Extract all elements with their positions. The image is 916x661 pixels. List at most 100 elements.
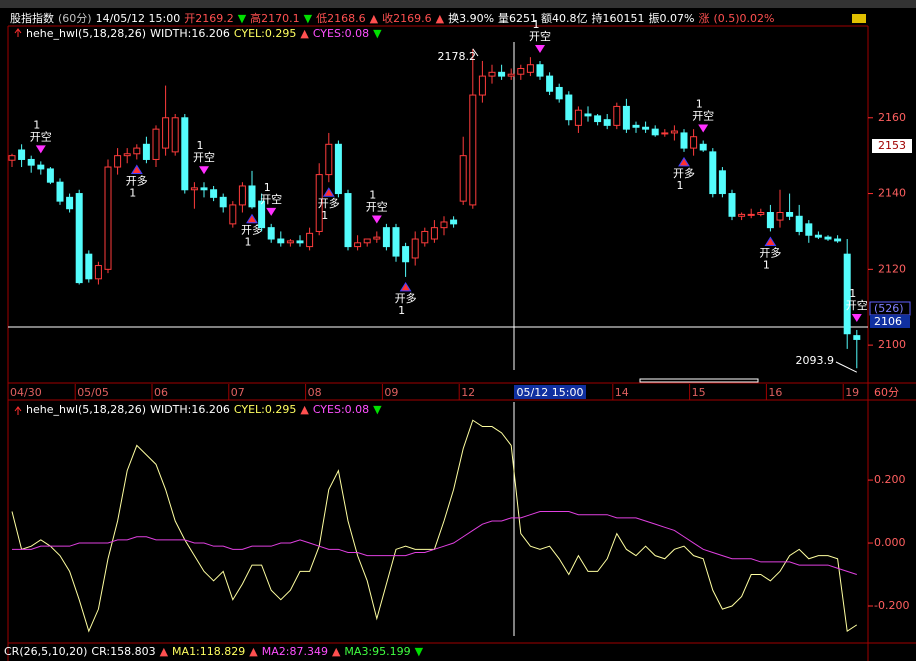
sell-arrow bbox=[199, 166, 209, 175]
candle-body bbox=[574, 109, 582, 126]
candle-body bbox=[824, 236, 832, 240]
y-tick-label: -0.200 bbox=[874, 599, 909, 612]
last-price: 2153 bbox=[878, 139, 906, 152]
header-item: ▼ bbox=[303, 12, 313, 25]
buy-arrow bbox=[246, 213, 258, 224]
signal-qty: 1 bbox=[696, 98, 703, 111]
candle-body bbox=[546, 75, 554, 92]
signal-qty: 1 bbox=[264, 181, 271, 194]
footer-item: ▲ bbox=[249, 645, 258, 658]
candle-body bbox=[853, 335, 861, 340]
header-item: ▲ bbox=[435, 12, 445, 25]
candle-body bbox=[565, 94, 573, 121]
candle-body bbox=[238, 185, 246, 206]
period-label: 60分 bbox=[874, 386, 899, 399]
candle-body bbox=[632, 124, 640, 128]
candle-body bbox=[325, 143, 333, 176]
candle-body bbox=[402, 246, 410, 263]
signal-label: 开空 bbox=[846, 298, 868, 312]
high-label: 2178.2 bbox=[438, 50, 477, 63]
candle-body bbox=[603, 119, 611, 126]
candle-body bbox=[440, 221, 448, 229]
candle-body bbox=[651, 128, 659, 136]
sub-legend: hehe_hwl(5,18,28,26) WIDTH:16.206 CYEL:0.2… bbox=[26, 403, 382, 417]
footer-item: CR(26,5,10,20) bbox=[4, 645, 88, 658]
header-item: (60分) bbox=[58, 12, 92, 25]
legend-item: ▲ bbox=[300, 27, 309, 40]
y-tick-label: 2140 bbox=[878, 187, 906, 200]
candle-body bbox=[690, 136, 698, 149]
x-tick-label: 12 bbox=[461, 386, 475, 399]
legend-item: ▼ bbox=[373, 403, 382, 416]
candle-body bbox=[181, 117, 189, 191]
legend-item: CYES:0.08 bbox=[312, 403, 370, 416]
header-item: ▼ bbox=[237, 12, 247, 25]
candle-body bbox=[46, 168, 54, 183]
candle-body bbox=[555, 86, 563, 100]
sell-arrow bbox=[266, 207, 277, 216]
footer-item: MA1:118.829 bbox=[172, 645, 246, 658]
candle-body bbox=[8, 155, 16, 161]
signal-qty: 1 bbox=[245, 236, 252, 249]
x-tick-label: 08 bbox=[308, 386, 322, 399]
header-item: 股指指数 bbox=[10, 12, 54, 25]
header-item: ▲ bbox=[369, 12, 379, 25]
header-item: 额40.8亿 bbox=[541, 12, 588, 25]
candle-body bbox=[296, 240, 304, 244]
indicator-line bbox=[12, 511, 857, 575]
candle-body bbox=[498, 71, 506, 77]
candle-body bbox=[536, 64, 544, 77]
buy-arrow bbox=[399, 281, 412, 292]
cursor-time: 05/12 15:00 bbox=[517, 386, 584, 399]
buy-arrow bbox=[130, 164, 143, 174]
candle-body bbox=[670, 130, 678, 134]
header-item: 换3.90% bbox=[448, 12, 495, 25]
header-item: (0.5)0.02% bbox=[713, 12, 775, 25]
footer-item: ▼ bbox=[414, 645, 424, 658]
candle-body bbox=[133, 147, 141, 155]
candle-body bbox=[334, 143, 342, 195]
candle-body bbox=[66, 196, 74, 210]
candle-body bbox=[805, 223, 813, 236]
footer-item: ▲ bbox=[331, 645, 341, 658]
candle-body bbox=[142, 143, 150, 160]
low-label: 2093.9 bbox=[796, 354, 835, 367]
sell-arrow bbox=[535, 44, 545, 53]
candle-body bbox=[344, 193, 352, 248]
header-item: 收2169.6 bbox=[382, 12, 432, 25]
signal-qty: 1 bbox=[677, 179, 684, 192]
header-item: 涨 bbox=[698, 12, 710, 25]
candle-body bbox=[162, 117, 170, 149]
candle-body bbox=[171, 117, 179, 153]
candle-body bbox=[315, 174, 323, 232]
signal-label: 开空 bbox=[692, 109, 714, 123]
candle-body bbox=[613, 105, 621, 126]
legend-item: ▲ bbox=[300, 403, 309, 416]
candle-body bbox=[459, 155, 467, 202]
candle-body bbox=[594, 115, 602, 123]
y-tick-label: 2100 bbox=[878, 338, 906, 351]
candle-body bbox=[210, 189, 218, 198]
cursor-price: 2106 bbox=[874, 315, 902, 328]
candle-body bbox=[219, 196, 227, 208]
signal-label: 开多 bbox=[759, 245, 781, 259]
indicator-line bbox=[11, 419, 858, 633]
candle-body bbox=[680, 132, 688, 149]
candle-body bbox=[382, 227, 390, 248]
candle-body bbox=[392, 227, 400, 257]
signal-qty: 1 bbox=[533, 18, 540, 31]
toolbar-icon[interactable] bbox=[852, 14, 866, 23]
header-item: 14/05/12 15:00 bbox=[95, 12, 181, 25]
candle-body bbox=[757, 212, 765, 215]
candle-body bbox=[277, 238, 285, 244]
candle-body bbox=[306, 232, 314, 248]
signal-label: 开空 bbox=[30, 129, 52, 143]
candle-body bbox=[94, 265, 102, 280]
candle-body bbox=[18, 149, 26, 160]
footer-item: MA2:87.349 bbox=[261, 645, 328, 658]
candle-body bbox=[814, 234, 822, 238]
x-tick-label: 04/30 bbox=[10, 386, 42, 399]
candle-body bbox=[622, 105, 630, 130]
header-item: 振0.07% bbox=[648, 12, 695, 25]
